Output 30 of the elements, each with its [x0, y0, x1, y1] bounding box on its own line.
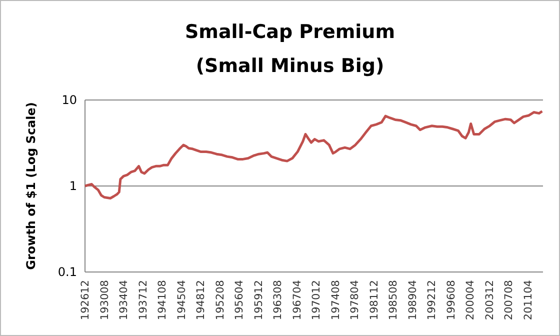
x-tick-label: 196308 — [272, 280, 284, 320]
x-tick-label: 194812 — [195, 280, 208, 320]
x-tick-label: 193008 — [98, 280, 111, 320]
x-tick-label: 199608 — [445, 280, 458, 320]
x-tick-label: 195912 — [252, 280, 265, 320]
x-tick-label: 196704 — [291, 280, 304, 320]
chart-title: Small-Cap Premium (Small Minus Big) — [184, 21, 396, 77]
y-axis-title: Growth of $1 (Log Scale) — [24, 102, 38, 270]
x-tick-label: 194504 — [176, 280, 188, 320]
y-tick-label: 0.1 — [58, 265, 77, 280]
y-tick-label: 1 — [69, 179, 77, 194]
x-tick-label: 195604 — [234, 280, 246, 320]
y-tick-label: 10 — [62, 93, 77, 108]
line-series — [84, 110, 544, 200]
x-tick-label: 198112 — [368, 280, 380, 320]
x-tick-label: 200312 — [484, 280, 496, 320]
x-tick-label: 198508 — [388, 280, 400, 320]
x-tick-label: 199212 — [426, 280, 438, 320]
x-tick-label: 197408 — [330, 280, 342, 320]
x-tick-label: 193712 — [137, 280, 150, 320]
x-tick-label: 200004 — [464, 280, 477, 320]
x-tick-label: 200708 — [503, 280, 516, 320]
x-tick-label: 201104 — [522, 280, 534, 320]
x-tick-label: 197804 — [349, 280, 362, 320]
x-tick-label: 193404 — [118, 280, 130, 320]
x-tick-label: 192612 — [80, 280, 92, 320]
x-tick-label: 198904 — [406, 280, 419, 320]
x-tick-label: 195208 — [214, 280, 226, 320]
x-tick-label: 197012 — [310, 280, 323, 320]
x-tick-label: 194108 — [156, 280, 169, 320]
